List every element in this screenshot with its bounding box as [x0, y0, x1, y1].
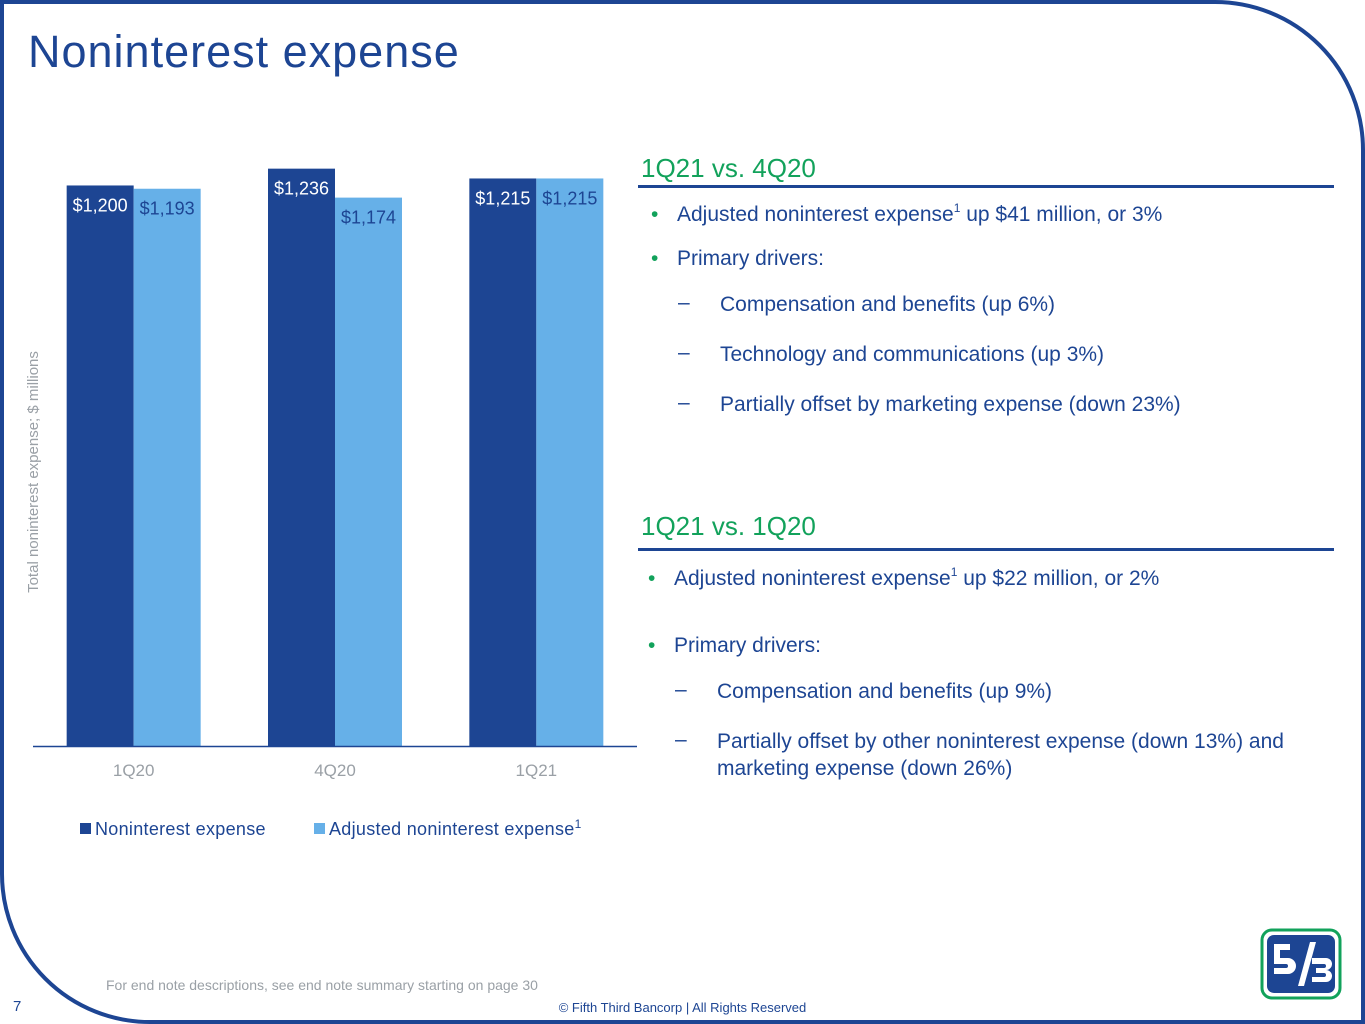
section2-heading: 1Q21 vs. 1Q20 — [641, 511, 816, 541]
legend-label-noninterest: Noninterest expense — [95, 819, 266, 839]
legend-swatch-light-blue — [314, 823, 325, 834]
data-label-noninterest-1q21: $1,215 — [475, 188, 530, 208]
bar-adjusted-1q21 — [536, 178, 604, 746]
bar-noninterest-1q21 — [469, 178, 537, 746]
x-tick-label-4q20: 4Q20 — [314, 761, 356, 780]
dash-marker: – — [678, 391, 690, 414]
section1-bullet-2-text: Primary drivers: — [677, 247, 825, 270]
section1-divider — [638, 185, 1334, 188]
section1-sub-1-text: Compensation and benefits (up 6%) — [720, 293, 1056, 316]
section1-bullet-1-text-a: Adjusted noninterest expense — [677, 203, 954, 226]
data-label-noninterest-1q20: $1,200 — [73, 195, 128, 215]
section2-divider — [638, 548, 1334, 551]
legend-item-adjusted: Adjusted noninterest expense1 — [314, 817, 582, 840]
legend-label-adjusted: Adjusted noninterest expense — [329, 819, 575, 839]
data-label-adjusted-4q20: $1,174 — [341, 208, 396, 228]
x-tick-label-1q20: 1Q20 — [113, 761, 155, 780]
legend-footnote-marker: 1 — [574, 817, 582, 831]
section2-sub-2-text: Partially offset by other noninterest ex… — [717, 730, 1284, 780]
bullet-dot: • — [651, 203, 659, 226]
section2-sub-1-text: Compensation and benefits (up 9%) — [717, 680, 1053, 703]
section2-bullet-1-footnote: 1 — [950, 565, 958, 579]
section1-bullet-2: • Primary drivers: — [651, 247, 824, 271]
data-label-adjusted-1q21: $1,215 — [542, 188, 597, 208]
bar-adjusted-4q20 — [335, 197, 402, 746]
data-label-noninterest-4q20: $1,236 — [274, 179, 329, 199]
dash-marker: – — [675, 678, 687, 701]
page-title: Noninterest expense — [28, 26, 460, 77]
section2-bullet-2-text: Primary drivers: — [674, 634, 822, 657]
section2-bullet-1-text-a: Adjusted noninterest expense — [674, 567, 951, 590]
section1-bullet-1: • Adjusted noninterest expense1 up $41 mi… — [651, 201, 1163, 227]
bar-chart: $1,200 $1,193 1Q20 $1,236 $1,174 4Q20 $1,215 $1… — [25, 168, 637, 780]
section1-bullet-1-text-b: up $41 million, or 3% — [960, 203, 1163, 226]
legend-item-noninterest: Noninterest expense — [80, 819, 266, 840]
x-tick-label-1q21: 1Q21 — [516, 761, 558, 780]
copyright-text: © Fifth Third Bancorp | All Rights Reser… — [558, 1000, 807, 1015]
y-axis-label: Total noninterest expense; $ millions — [25, 351, 42, 593]
section2-bullet-1-text-b: up $22 million, or 2% — [957, 567, 1160, 590]
section1-sub-2-text: Technology and communications (up 3%) — [720, 343, 1105, 366]
section1-heading: 1Q21 vs. 4Q20 — [641, 153, 816, 183]
section2-bullet-1: • Adjusted noninterest expense1 up $22 mi… — [648, 565, 1160, 591]
dash-marker: – — [675, 728, 687, 751]
data-label-adjusted-1q20: $1,193 — [140, 199, 195, 219]
section2-bullet-2: • Primary drivers: — [648, 634, 821, 658]
bullet-dot: • — [648, 634, 656, 657]
bar-adjusted-1q20 — [133, 188, 201, 746]
dash-marker: – — [678, 341, 690, 364]
fifth-third-logo-icon — [1260, 928, 1342, 1000]
bullet-dot: • — [648, 567, 656, 590]
dash-marker: – — [678, 291, 690, 314]
section1-sub-3-text: Partially offset by marketing expense (d… — [720, 393, 1181, 416]
endnote-text: For end note descriptions, see end note … — [106, 977, 538, 993]
bar-noninterest-1q20 — [66, 185, 134, 746]
page-number: 7 — [13, 998, 22, 1015]
bar-noninterest-4q20 — [268, 168, 335, 746]
bullet-dot: • — [651, 247, 659, 270]
legend-swatch-navy — [80, 823, 91, 834]
section1-bullet-1-footnote: 1 — [953, 201, 961, 215]
